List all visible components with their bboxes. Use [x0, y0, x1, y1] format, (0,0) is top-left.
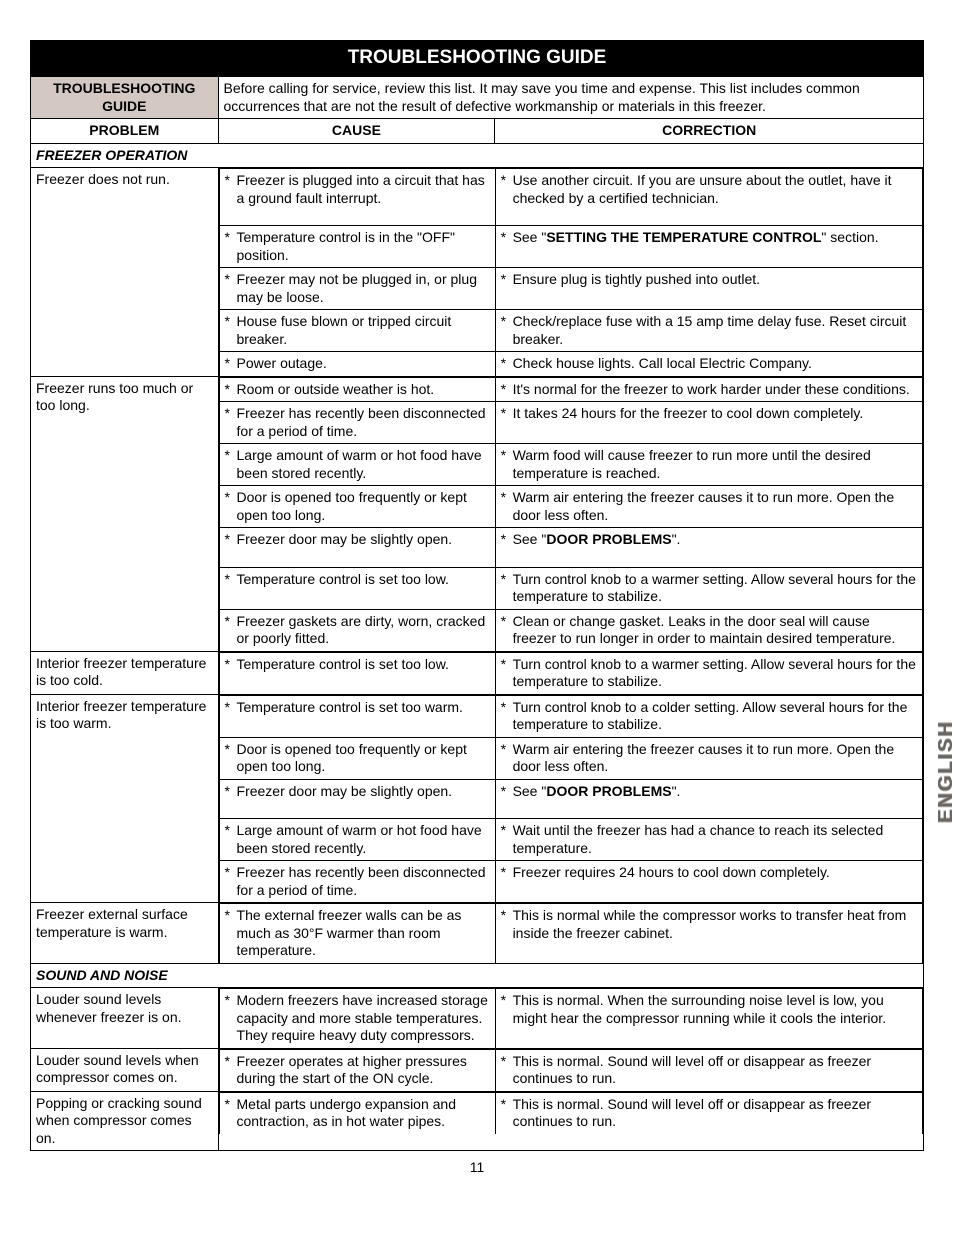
cause-item: *Temperature control is set too low.	[219, 652, 495, 694]
col-problem: PROBLEM	[31, 119, 219, 144]
cause-correction-cell: *Freezer is plugged into a circuit that …	[218, 168, 923, 377]
correction-item: *This is normal. When the surrounding no…	[495, 989, 922, 1048]
cause-correction-cell: *Room or outside weather is hot.*It's no…	[218, 376, 923, 651]
correction-item: *See "DOOR PROBLEMS".	[495, 779, 922, 819]
cause-item: *Large amount of warm or hot food have b…	[219, 444, 495, 486]
troubleshooting-table: TROUBLESHOOTING GUIDE Before calling for…	[30, 76, 924, 1151]
cause-item: *Temperature control is set too low.	[219, 567, 495, 609]
cause-correction-cell: *Temperature control is set too low.*Tur…	[218, 651, 923, 694]
cause-item: *Room or outside weather is hot.	[219, 377, 495, 402]
correction-item: *Use another circuit. If you are unsure …	[495, 169, 922, 226]
correction-item: *Turn control knob to a warmer setting. …	[495, 567, 922, 609]
table-row: Freezer external surface temperature is …	[31, 903, 924, 964]
table-row: Interior freezer temperature is too cold…	[31, 651, 924, 694]
correction-item: *Turn control knob to a colder setting. …	[495, 695, 922, 737]
cause-item: *Freezer has recently been disconnected …	[219, 861, 495, 903]
section-title: SOUND AND NOISE	[31, 963, 924, 988]
problem-cell: Interior freezer temperature is too cold…	[31, 651, 219, 694]
cause-item: *Door is opened too frequently or kept o…	[219, 486, 495, 528]
correction-item: *This is normal. Sound will level off or…	[495, 1092, 922, 1134]
cause-correction-cell: *Freezer operates at higher pressures du…	[218, 1048, 923, 1091]
col-cause: CAUSE	[218, 119, 495, 144]
section-header-row: SOUND AND NOISE	[31, 963, 924, 988]
table-row: Interior freezer temperature is too warm…	[31, 694, 924, 903]
guide-description: Before calling for service, review this …	[218, 77, 923, 119]
cause-item: *Temperature control is set too warm.	[219, 695, 495, 737]
problem-cell: Louder sound levels whenever freezer is …	[31, 988, 219, 1049]
cause-item: *Power outage.	[219, 352, 495, 376]
correction-item: *Turn control knob to a warmer setting. …	[495, 652, 922, 694]
cause-item: *Metal parts undergo expansion and contr…	[219, 1092, 495, 1134]
cause-item: *The external freezer walls can be as mu…	[219, 904, 495, 963]
cause-item: *Freezer is plugged into a circuit that …	[219, 169, 495, 226]
correction-item: *It's normal for the freezer to work har…	[495, 377, 922, 402]
correction-item: *See "SETTING THE TEMPERATURE CONTROL" s…	[495, 226, 922, 268]
cause-item: *Temperature control is in the "OFF" pos…	[219, 226, 495, 268]
cause-correction-cell: *Temperature control is set too warm.*Tu…	[218, 694, 923, 903]
cause-item: *Modern freezers have increased storage …	[219, 989, 495, 1048]
cause-item: *Door is opened too frequently or kept o…	[219, 737, 495, 779]
correction-item: *Warm air entering the freezer causes it…	[495, 486, 922, 528]
problem-cell: Freezer external surface temperature is …	[31, 903, 219, 964]
banner-title: TROUBLESHOOTING GUIDE	[30, 40, 924, 76]
correction-item: *Freezer requires 24 hours to cool down …	[495, 861, 922, 903]
cause-item: *Freezer has recently been disconnected …	[219, 402, 495, 444]
cause-item: *Freezer door may be slightly open.	[219, 779, 495, 819]
cause-correction-cell: *Metal parts undergo expansion and contr…	[218, 1091, 923, 1151]
col-correction: CORRECTION	[495, 119, 924, 144]
correction-item: *Ensure plug is tightly pushed into outl…	[495, 268, 922, 310]
correction-item: *This is normal while the compressor wor…	[495, 904, 922, 963]
correction-item: *Warm air entering the freezer causes it…	[495, 737, 922, 779]
problem-cell: Freezer runs too much or too long.	[31, 376, 219, 651]
table-row: Louder sound levels whenever freezer is …	[31, 988, 924, 1049]
table-row: Popping or cracking sound when compresso…	[31, 1091, 924, 1151]
cause-item: *Freezer may not be plugged in, or plug …	[219, 268, 495, 310]
cause-item: *House fuse blown or tripped circuit bre…	[219, 310, 495, 352]
table-row: Louder sound levels when compressor come…	[31, 1048, 924, 1091]
section-header-row: FREEZER OPERATION	[31, 143, 924, 168]
cause-item: *Freezer gaskets are dirty, worn, cracke…	[219, 609, 495, 651]
cause-item: *Freezer door may be slightly open.	[219, 528, 495, 568]
section-title: FREEZER OPERATION	[31, 143, 924, 168]
guide-label: TROUBLESHOOTING GUIDE	[31, 77, 219, 119]
problem-cell: Popping or cracking sound when compresso…	[31, 1091, 219, 1151]
correction-item: *This is normal. Sound will level off or…	[495, 1049, 922, 1091]
problem-cell: Freezer does not run.	[31, 168, 219, 377]
correction-item: *It takes 24 hours for the freezer to co…	[495, 402, 922, 444]
correction-item: *Wait until the freezer has had a chance…	[495, 819, 922, 861]
cause-correction-cell: *Modern freezers have increased storage …	[218, 988, 923, 1049]
cause-item: *Large amount of warm or hot food have b…	[219, 819, 495, 861]
table-row: Freezer runs too much or too long.*Room …	[31, 376, 924, 651]
page: TROUBLESHOOTING GUIDE TROUBLESHOOTING GU…	[0, 0, 954, 1195]
correction-item: *Clean or change gasket. Leaks in the do…	[495, 609, 922, 651]
cause-item: *Freezer operates at higher pressures du…	[219, 1049, 495, 1091]
side-language-label: ENGLISH	[935, 720, 954, 823]
cause-correction-cell: *The external freezer walls can be as mu…	[218, 903, 923, 964]
correction-item: *Warm food will cause freezer to run mor…	[495, 444, 922, 486]
table-row: Freezer does not run.*Freezer is plugged…	[31, 168, 924, 377]
header-row: PROBLEM CAUSE CORRECTION	[31, 119, 924, 144]
correction-item: *See "DOOR PROBLEMS".	[495, 528, 922, 568]
correction-item: *Check/replace fuse with a 15 amp time d…	[495, 310, 922, 352]
description-row: TROUBLESHOOTING GUIDE Before calling for…	[31, 77, 924, 119]
correction-item: *Check house lights. Call local Electric…	[495, 352, 922, 376]
problem-cell: Interior freezer temperature is too warm…	[31, 694, 219, 903]
problem-cell: Louder sound levels when compressor come…	[31, 1048, 219, 1091]
page-number: 11	[30, 1159, 924, 1175]
